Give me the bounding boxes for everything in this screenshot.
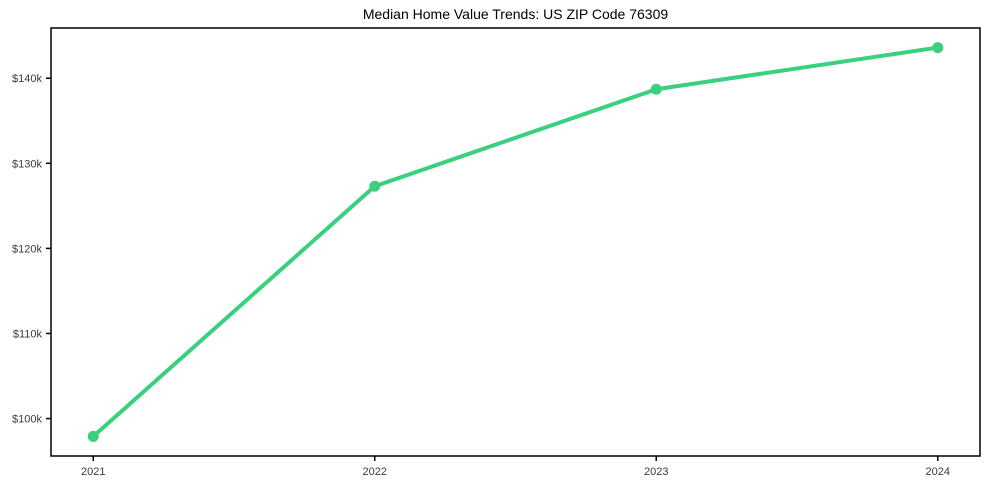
y-tick-label: $120k [12, 243, 42, 255]
data-point-2024 [932, 42, 944, 54]
data-point-2023 [650, 83, 662, 95]
plot-border [50, 27, 981, 457]
chart-title: Median Home Value Trends: US ZIP Code 76… [362, 6, 669, 22]
y-tick-label: $130k [12, 158, 42, 170]
y-tick-label: $110k [13, 328, 43, 340]
y-tick-label: $140k [12, 73, 42, 85]
x-tick-label: 2021 [81, 466, 105, 478]
x-tick-label: 2023 [644, 466, 668, 478]
y-tick-label: $100k [12, 414, 42, 426]
trend-line [91, 45, 940, 439]
x-tick-label: 2022 [363, 466, 387, 478]
data-point-2022 [369, 180, 381, 192]
x-tick-label: 2024 [926, 466, 950, 478]
data-point-2021 [87, 430, 99, 442]
